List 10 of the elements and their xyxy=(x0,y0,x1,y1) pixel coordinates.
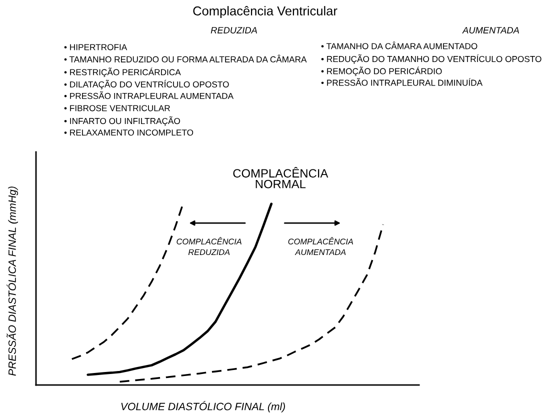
series-label: COMPLACÊNCIA REDUZIDA xyxy=(176,237,242,256)
y-axis-title: PRESSÃO DIASTÓLICA FINAL (mmHg) xyxy=(6,186,18,376)
text: COMPLACÊNCIA AUMENTADA xyxy=(288,237,353,256)
text: • HIPERTROFIA • TAMANHO REDUZIDO OU FORMA ALTERADA DA CÂMARA • RESTRIÇÃO PERICÁRDICA • DILATAÇÃO DO VENTRÍCULO OPOSTO • PRESSÃO INTRAPLEURAL AUMENTADA • FIBROSE VENTRICULAR • INFARTO OU INFILTRAÇÃO • RELAXAMENTO INCOMPLETO xyxy=(64,44,307,136)
x-axis-title: VOLUME DIASTÓLICO FINAL (ml) xyxy=(121,400,285,412)
text: REDUZIDA xyxy=(210,27,257,34)
text: COMPLACÊNCIA NORMAL xyxy=(233,167,328,188)
chart-title: Complacência Ventricular xyxy=(193,6,338,18)
text: AUMENTADA xyxy=(462,27,519,34)
text: • TAMANHO DA CÂMARA AUMENTADO • REDUÇÃO DO TAMANHO DO VENTRÍCULO OPOSTO • REMOÇÃO DO PERICÁRDIO • PRESSÃO INTRAPLEURAL DIMINUÍDA xyxy=(321,42,542,86)
